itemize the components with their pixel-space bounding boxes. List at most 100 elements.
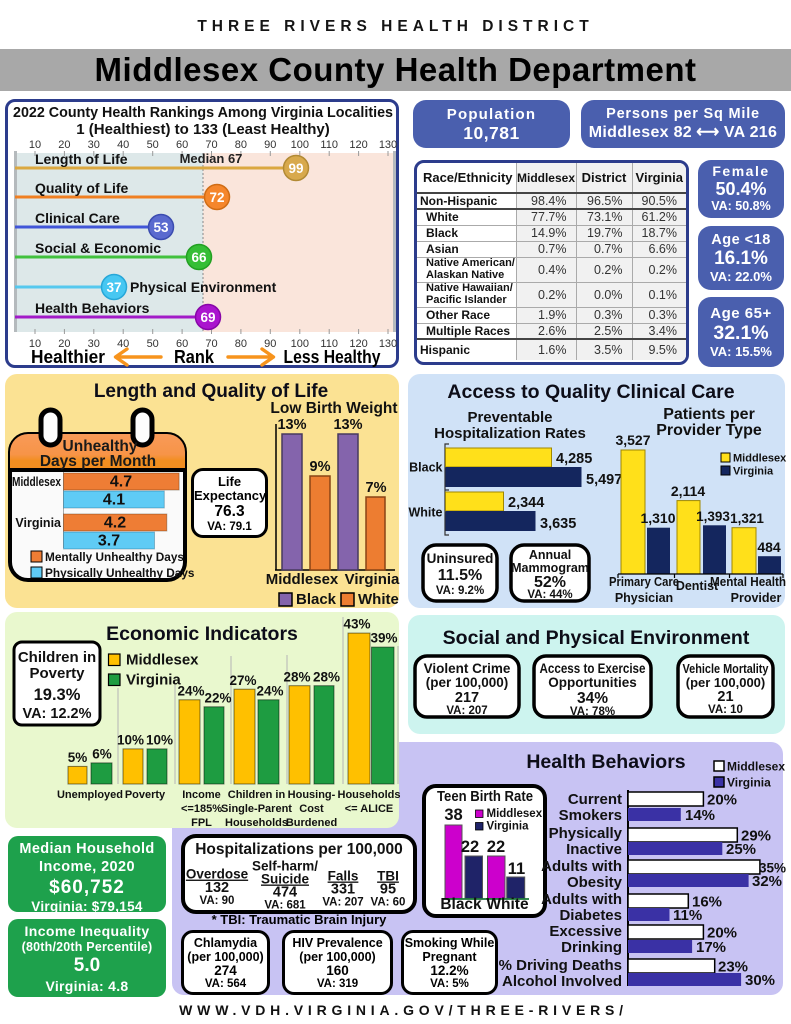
svg-text:Annual: Annual [529,548,571,562]
svg-text:69: 69 [200,310,215,325]
svg-text:<=185%: <=185% [181,803,222,815]
svg-text:Access to Quality Clinical Car: Access to Quality Clinical Care [447,381,734,403]
svg-text:Virginia: Virginia [733,466,774,478]
svg-text:White: White [358,591,399,608]
svg-text:60: 60 [176,139,188,151]
svg-text:32%: 32% [752,873,782,890]
svg-text:<= ALICE: <= ALICE [345,803,394,815]
svg-text:Smokers: Smokers [559,807,622,824]
svg-text:Virginia: Virginia [126,672,181,689]
svg-text:Median 67: Median 67 [180,151,243,166]
svg-text:Primary Care: Primary Care [609,575,679,589]
svg-text:Households: Households [225,817,288,829]
svg-text:Adults with: Adults with [541,858,622,875]
svg-text:VA: 9.2%: VA: 9.2% [436,585,484,597]
svg-text:Provider: Provider [731,591,782,605]
svg-text:60: 60 [176,338,188,350]
svg-text:Self-harm/: Self-harm/ [252,859,318,874]
svg-text:Black: Black [296,591,337,608]
svg-text:1,393: 1,393 [696,509,730,524]
svg-text:Overdose: Overdose [186,867,249,882]
svg-text:Adults with: Adults with [541,891,622,908]
svg-text:Physical Environment: Physical Environment [130,279,277,295]
svg-text:Single-Parent: Single-Parent [221,803,292,815]
svg-text:28%: 28% [283,669,310,684]
svg-text:VA: 207: VA: 207 [322,897,363,909]
svg-text:22%: 22% [204,690,231,705]
svg-text:80: 80 [235,139,247,151]
svg-text:110: 110 [320,139,338,151]
svg-text:24%: 24% [256,683,283,698]
svg-text:27%: 27% [229,673,256,688]
svg-text:23%: 23% [718,959,748,976]
svg-text:Housing-: Housing- [288,789,336,801]
svg-text:Hospitalizations per 100,000: Hospitalizations per 100,000 [195,841,403,858]
svg-text:7%: 7% [366,480,387,496]
svg-text:Length of Life: Length of Life [35,151,128,167]
svg-text:6%: 6% [92,747,112,762]
svg-text:120: 120 [349,139,367,151]
svg-text:Falls: Falls [328,869,359,884]
svg-text:Diabetes: Diabetes [559,907,622,924]
svg-text:Poverty: Poverty [29,665,85,682]
svg-text:Less Healthy: Less Healthy [284,346,382,367]
svg-text:Dentist: Dentist [676,579,719,593]
svg-text:37: 37 [106,280,121,295]
svg-text:100: 100 [291,338,309,350]
svg-text:19.3%: 19.3% [34,686,81,704]
svg-text:Alcohol Involved: Alcohol Involved [502,973,622,990]
svg-text:Unhealthy: Unhealthy [63,438,138,455]
svg-text:Uninsured: Uninsured [427,551,494,566]
svg-text:Social & Economic: Social & Economic [35,240,161,256]
svg-text:Virginia: Virginia [727,776,771,790]
svg-text:11%: 11% [673,907,702,924]
svg-text:Opportunities: Opportunities [548,675,637,690]
svg-text:Income: Income [182,789,221,801]
svg-text:25%: 25% [726,841,756,858]
svg-text:Physically: Physically [549,825,623,842]
svg-text:VA: 44%: VA: 44% [527,589,572,601]
svg-text:Black: Black [409,461,442,475]
svg-text:10: 10 [29,338,41,350]
svg-text:Children in: Children in [228,789,286,801]
svg-text:Provider Type: Provider Type [656,422,762,439]
svg-text:VA: 12.2%: VA: 12.2% [22,706,91,722]
svg-text:Black: Black [440,896,482,913]
svg-text:Obesity: Obesity [567,874,623,891]
svg-text:43%: 43% [343,617,370,632]
svg-text:VA: 78%: VA: 78% [570,706,615,718]
svg-text:Households: Households [338,789,401,801]
svg-text:% Driving Deaths: % Driving Deaths [499,957,622,974]
svg-text:(per 100,000): (per 100,000) [686,675,766,690]
svg-text:Middlesex: Middlesex [733,453,787,465]
svg-text:VA: 60: VA: 60 [371,897,406,909]
svg-text:White: White [408,506,442,520]
svg-text:Teen Birth Rate: Teen Birth Rate [437,788,533,805]
svg-text:120: 120 [349,338,367,350]
svg-text:Drinking: Drinking [561,939,622,956]
svg-text:Middlesex: Middlesex [727,760,785,774]
svg-text:24%: 24% [177,683,204,698]
svg-text:13%: 13% [333,417,362,433]
svg-text:1,321: 1,321 [730,511,764,526]
svg-text:66: 66 [191,250,207,265]
svg-text:11.5%: 11.5% [438,567,482,584]
svg-text:22: 22 [461,838,479,856]
svg-text:Physician: Physician [615,591,673,605]
svg-text:Middlesex: Middlesex [126,652,199,669]
svg-text:Excessive: Excessive [549,923,622,940]
svg-text:474: 474 [273,885,297,901]
svg-text:Suicide: Suicide [261,872,310,887]
svg-text:30: 30 [88,139,100,151]
svg-text:Virginia: Virginia [15,516,62,530]
svg-text:Access to Exercise: Access to Exercise [540,661,646,676]
svg-text:10: 10 [29,139,41,151]
svg-text:Middlesex: Middlesex [487,808,543,820]
svg-text:Mammogram: Mammogram [511,561,589,575]
svg-text:VA: 10: VA: 10 [708,704,743,716]
svg-text:TBI: TBI [377,869,399,884]
svg-text:50: 50 [147,338,159,350]
svg-text:100: 100 [291,139,309,151]
svg-text:Middlesex: Middlesex [266,571,339,588]
svg-text:Poverty: Poverty [125,789,166,801]
